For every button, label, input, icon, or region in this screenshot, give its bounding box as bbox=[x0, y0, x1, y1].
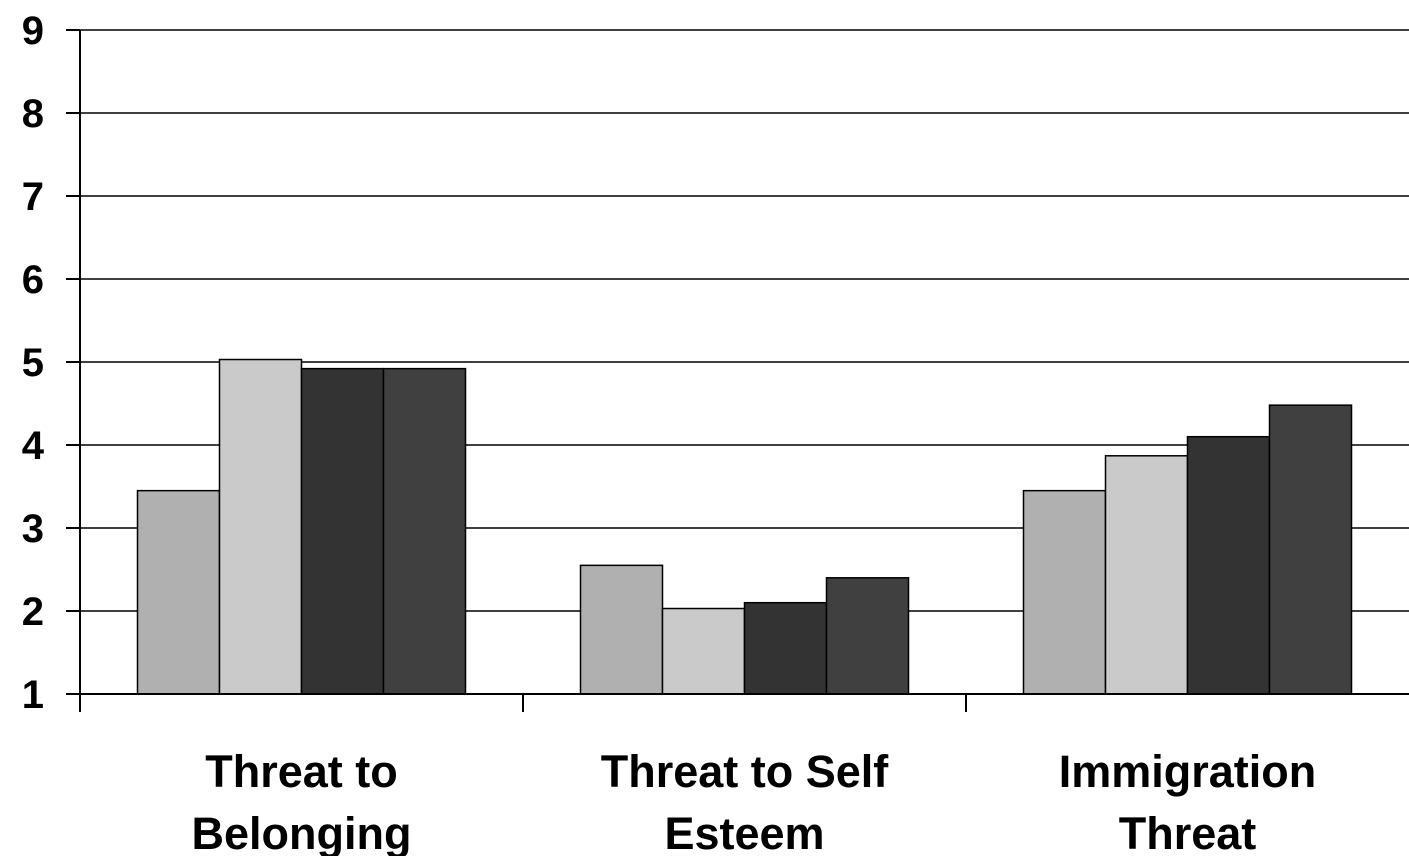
y-tick-labels: 1 2 3 4 5 6 7 8 9 bbox=[22, 9, 45, 717]
category-label-line: Threat to Self bbox=[601, 746, 890, 797]
y-tick-label: 8 bbox=[22, 92, 44, 136]
axes bbox=[66, 29, 1409, 712]
bar-cat3-series2 bbox=[1104, 455, 1189, 695]
y-tick-label: 5 bbox=[22, 341, 44, 385]
y-tick-label: 9 bbox=[22, 9, 44, 53]
y-tick-label: 1 bbox=[22, 673, 44, 717]
category-label-line: Threat bbox=[1119, 808, 1257, 856]
y-tick-label: 6 bbox=[22, 258, 44, 302]
category-label-line: Belonging bbox=[192, 808, 412, 856]
bar-cat2-series3 bbox=[743, 601, 828, 695]
bar-cat1-series3 bbox=[300, 367, 385, 695]
bar-cat1-series2 bbox=[218, 358, 303, 695]
category-label-line: Threat to bbox=[205, 746, 398, 797]
y-tick-label: 4 bbox=[22, 424, 45, 468]
bar-cat2-series2 bbox=[661, 607, 746, 695]
category-label-line: Esteem bbox=[664, 808, 824, 856]
bar-cat3-series3 bbox=[1186, 435, 1271, 695]
y-tick-label: 3 bbox=[22, 507, 44, 551]
category-label-line: Immigration bbox=[1059, 746, 1317, 797]
y-tick-label: 7 bbox=[22, 175, 44, 219]
bar-cat2-series4 bbox=[825, 577, 910, 695]
bar-cat1-series1 bbox=[136, 489, 221, 695]
bars bbox=[136, 358, 1353, 695]
category-labels: Threat to Belonging Threat to Self Esteem Im… bbox=[192, 746, 1317, 856]
y-tick-label: 2 bbox=[22, 590, 44, 634]
bar-cat1-series4 bbox=[382, 367, 467, 695]
bar-cat3-series1 bbox=[1022, 489, 1107, 695]
bar-cat3-series4 bbox=[1268, 404, 1353, 695]
bar-cat2-series1 bbox=[579, 564, 664, 695]
